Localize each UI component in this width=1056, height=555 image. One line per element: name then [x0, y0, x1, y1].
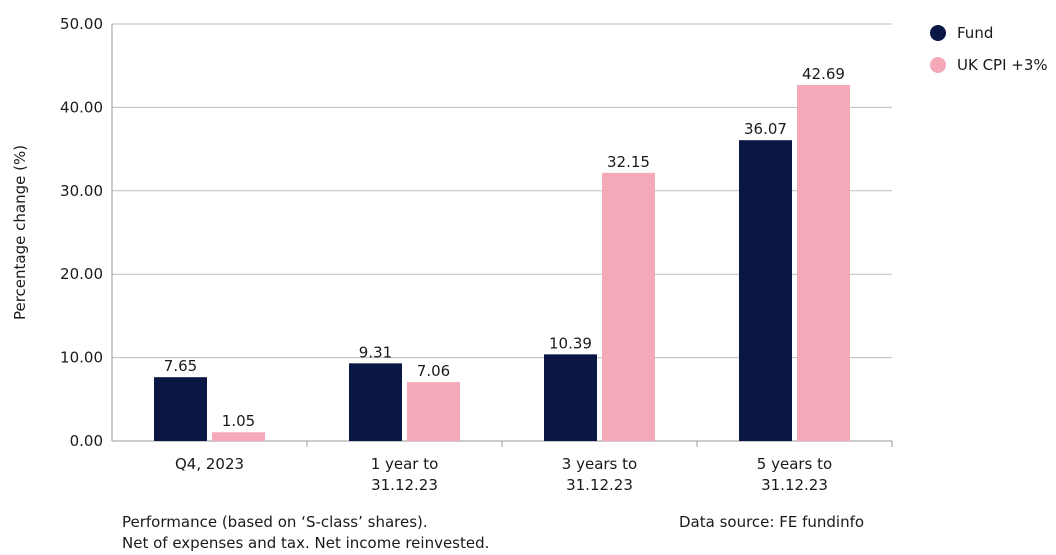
data-source-note: Data source: FE fundinfo: [679, 513, 865, 531]
bar-fund: [544, 354, 597, 441]
bar-fund: [154, 377, 207, 441]
data-label: 32.15: [607, 153, 650, 171]
bar-chart: 0.00 10.00 20.00 30.00 40.00 50.00 Percentage …: [11, 15, 893, 494]
legend-label-fund: Fund: [957, 24, 994, 42]
legend-label-cpi: UK CPI +3%: [957, 56, 1048, 74]
y-tick-label: 50.00: [60, 15, 103, 33]
y-tick-label: 10.00: [60, 349, 103, 367]
y-tick-label: 0.00: [70, 432, 103, 450]
performance-note-line-2: Net of expenses and tax. Net income rein…: [122, 534, 490, 552]
bar-cpi: [212, 432, 265, 441]
data-label: 36.07: [744, 120, 787, 138]
bar-fund: [739, 140, 792, 441]
data-label: 7.65: [164, 357, 197, 375]
legend: Fund UK CPI +3%: [930, 22, 1048, 86]
x-tick-label: 5 years to: [757, 455, 832, 473]
y-tick-label: 20.00: [60, 265, 103, 283]
data-label: 42.69: [802, 65, 845, 83]
x-tick-label: 1 year to: [371, 455, 439, 473]
data-label: 10.39: [549, 334, 592, 352]
data-label: 9.31: [359, 343, 392, 361]
legend-swatch-cpi: [930, 57, 946, 73]
data-label: 1.05: [222, 412, 255, 430]
x-tick-label: 31.12.23: [371, 476, 438, 494]
x-tick-label: Q4, 2023: [175, 455, 244, 473]
performance-note-line-1: Performance (based on ‘S-class’ shares).: [122, 513, 428, 531]
y-tick-label: 30.00: [60, 182, 103, 200]
legend-item-cpi: UK CPI +3%: [930, 54, 1048, 76]
legend-swatch-fund: [930, 25, 946, 41]
x-tick-label: 31.12.23: [566, 476, 633, 494]
bar-fund: [349, 363, 402, 441]
y-tick-label: 40.00: [60, 98, 103, 116]
x-tick-label: 3 years to: [562, 455, 637, 473]
data-label: 7.06: [417, 362, 450, 380]
y-axis-label: Percentage change (%): [11, 145, 29, 320]
performance-note: Performance (based on ‘S-class’ shares).…: [122, 512, 489, 554]
x-tick-label: 31.12.23: [761, 476, 828, 494]
bar-cpi: [602, 172, 655, 441]
bar-cpi: [797, 84, 850, 442]
bar-cpi: [407, 382, 460, 441]
legend-item-fund: Fund: [930, 22, 1048, 44]
